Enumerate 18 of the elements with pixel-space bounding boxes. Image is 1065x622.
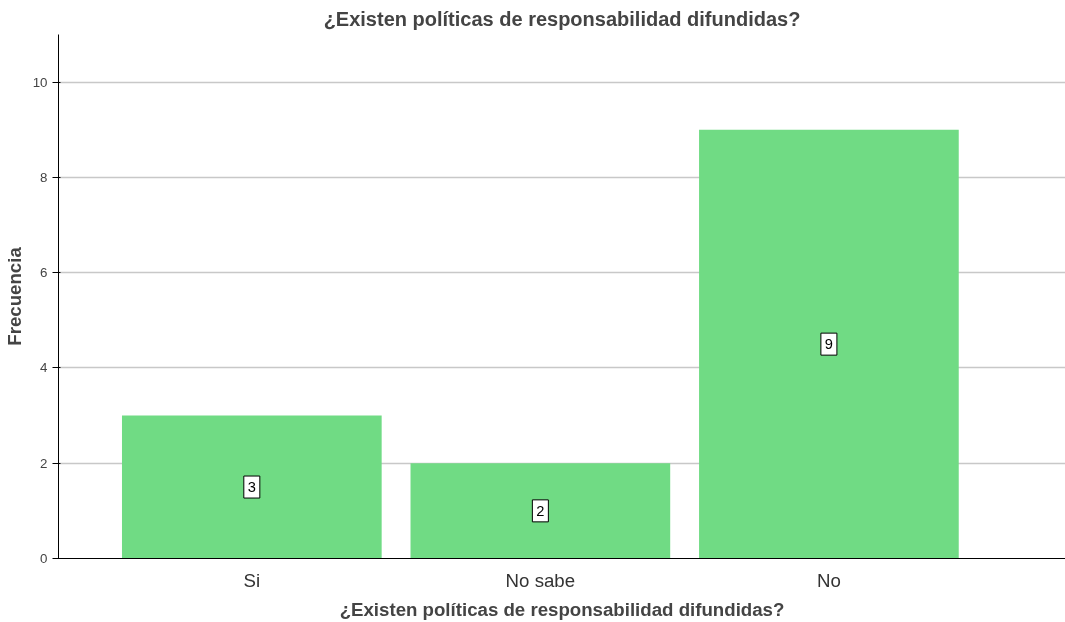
x-tick-label: No sabe xyxy=(505,569,576,591)
x-tick-label: Si xyxy=(243,569,261,591)
y-tick-label: 6 xyxy=(40,265,48,281)
y-tick-label: 8 xyxy=(40,169,48,185)
chart-title: ¿Existen políticas de responsabilidad difundidas? xyxy=(323,7,801,30)
bar xyxy=(410,463,671,559)
y-axis-title: Frecuencia xyxy=(3,246,25,346)
x-tick-label: No xyxy=(816,569,841,591)
y-tick-label: 0 xyxy=(40,551,48,566)
data-label: 2 xyxy=(536,502,545,519)
y-tick-label: 10 xyxy=(32,74,48,90)
bar xyxy=(699,129,959,559)
data-label: 3 xyxy=(247,479,256,496)
x-axis-title: ¿Existen políticas de responsabilidad difundidas? xyxy=(339,598,785,620)
y-tick-label: 2 xyxy=(40,455,48,471)
bar xyxy=(121,415,382,559)
data-label: 9 xyxy=(824,336,833,353)
y-tick-label: 4 xyxy=(40,360,49,376)
